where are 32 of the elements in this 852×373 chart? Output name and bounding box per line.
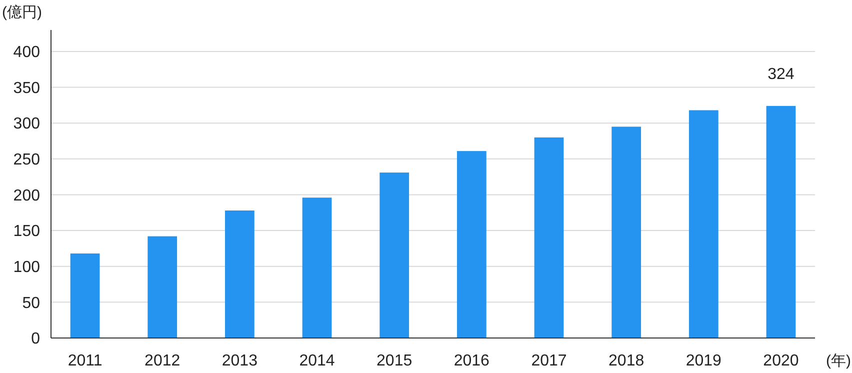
data-label: 324 [768, 66, 794, 83]
y-tick-label: 100 [13, 258, 40, 276]
y-tick-label: 400 [13, 44, 40, 62]
y-tick-label: 250 [13, 152, 40, 169]
x-tick-label: 2014 [299, 352, 335, 370]
y-tick-label: 0 [31, 330, 40, 348]
x-tick-label: 2020 [763, 352, 799, 370]
bar [224, 210, 254, 338]
y-tick-label: 150 [13, 223, 40, 240]
bar [766, 106, 796, 338]
x-tick-label: 2019 [686, 352, 722, 370]
bar [380, 172, 410, 338]
y-tick-label: 200 [13, 187, 40, 204]
y-tick-label: 300 [13, 116, 40, 133]
bar [612, 126, 642, 338]
y-tick-label: 350 [13, 80, 40, 97]
x-tick-label: 2012 [144, 352, 180, 370]
bar [148, 236, 178, 338]
x-tick-label: 2015 [376, 352, 412, 370]
x-tick-label: 2013 [222, 352, 258, 370]
x-tick-label: 2018 [608, 352, 644, 370]
bar [534, 137, 564, 338]
y-tick-label: 50 [22, 294, 40, 312]
x-tick-label: 2016 [454, 352, 490, 370]
bar [302, 198, 332, 338]
bar [456, 151, 486, 338]
bar [70, 253, 100, 338]
bar [688, 110, 718, 338]
x-tick-label: 2017 [531, 352, 567, 370]
x-axis-title: (年) [826, 352, 851, 370]
y-axis-title: (億円) [2, 4, 42, 21]
x-tick-label: 2011 [68, 352, 102, 370]
